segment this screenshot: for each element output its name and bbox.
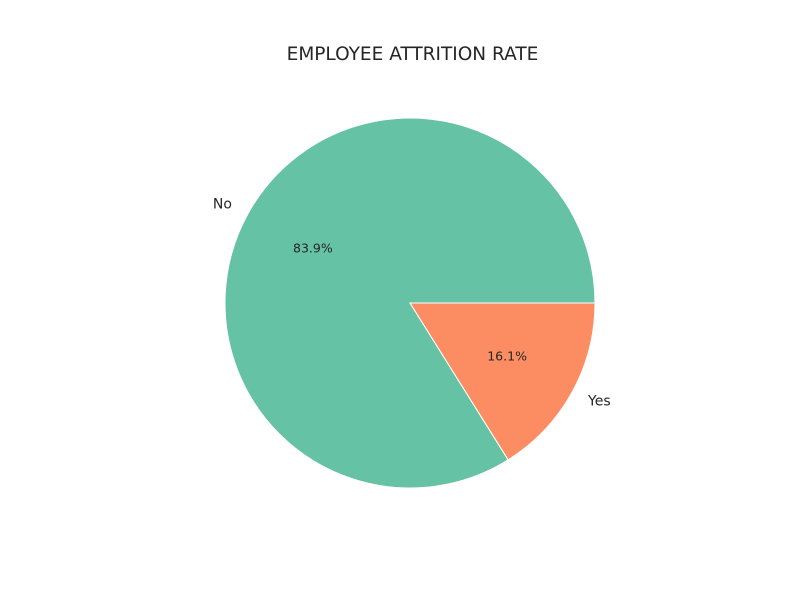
- slice-label-yes: Yes: [587, 394, 611, 410]
- slice-percent-yes: 16.1%: [487, 348, 527, 363]
- slice-label-no: No: [213, 196, 232, 212]
- slice-percent-no: 83.9%: [293, 241, 333, 256]
